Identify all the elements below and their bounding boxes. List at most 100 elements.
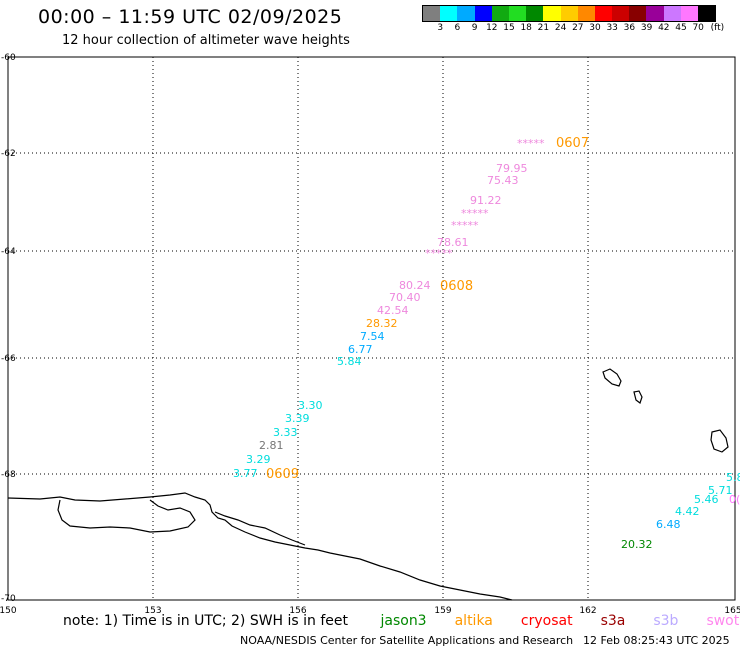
generation-timestamp: 12 Feb 08:25:43 UTC 2025: [583, 634, 730, 647]
coastal-bay: [214, 511, 306, 546]
wave-height-value: 3.30: [298, 399, 323, 412]
color-swatch: [663, 6, 681, 21]
wave-height-value: 3.77: [233, 467, 258, 480]
color-scale-unit: (ft): [710, 23, 725, 33]
lon-label: 150: [0, 606, 17, 616]
color-scale-label: 45: [675, 23, 687, 33]
longitude-labels: 150 153 156 159 162 165: [0, 606, 740, 616]
lon-label: 153: [144, 606, 161, 616]
wave-height-value: 5.84: [337, 355, 362, 368]
wave-height-value: 0(: [729, 493, 740, 506]
note-text: note: 1) Time is in UTC; 2) SWH is in fe…: [63, 613, 349, 629]
color-swatch: [423, 6, 441, 21]
wave-height-value: 91.22: [470, 194, 502, 207]
satellite-legend-item: s3a: [600, 613, 626, 629]
color-swatch: [560, 6, 578, 21]
wave-height-value: 79.95: [496, 162, 528, 175]
color-scale-label: 70: [692, 23, 704, 33]
color-scale-label: 36: [623, 23, 636, 33]
footnote: note: 1) Time is in UTC; 2) SWH is in fe…: [63, 613, 740, 629]
satellite-legend-item: jason3: [380, 613, 427, 629]
color-scale-label: 18: [520, 23, 532, 33]
wave-height-value: 4.42: [675, 505, 700, 518]
lat-label: -68: [1, 470, 16, 480]
color-scale-label: 42: [658, 23, 670, 33]
wave-height-value: 3.39: [285, 412, 310, 425]
color-scale-label: 9: [471, 23, 478, 33]
latitude-labels: -60 -62 -64 -66 -68 -70: [1, 53, 16, 604]
wave-height-color-scale: [422, 5, 717, 22]
wave-height-value: 78.61: [437, 236, 469, 249]
island-3: [710, 429, 729, 453]
wave-height-value: *****: [451, 219, 479, 232]
color-swatch: [440, 6, 458, 21]
color-swatch: [594, 6, 613, 21]
wave-height-value: 5.46: [694, 493, 719, 506]
color-swatch: [680, 6, 698, 21]
wave-height-value: 6.48: [656, 518, 681, 531]
lon-label: 165: [724, 606, 740, 616]
lat-label: -66: [1, 354, 16, 364]
color-scale-label: 21: [537, 23, 550, 33]
page-title: 00:00 – 11:59 UTC 02/09/2025: [38, 6, 343, 28]
color-scale-label: 15: [503, 23, 515, 33]
color-scale-label: 3: [437, 23, 444, 33]
lat-label: -62: [1, 149, 16, 159]
lat-label: -64: [1, 247, 16, 257]
track-time-label: 0609: [266, 467, 299, 482]
satellite-legend-item: cryosat: [520, 613, 573, 629]
antarctic-coastline: [7, 492, 513, 601]
satellite-legend: jason3 altika cryosat s3a s3b swot: [356, 613, 740, 629]
color-swatch: [646, 6, 664, 21]
lon-label: 156: [289, 606, 306, 616]
wave-height-value: *****: [461, 207, 489, 220]
coastal-peninsula: [57, 499, 196, 533]
track-time-labels: 0607 0608 0609: [266, 136, 589, 482]
wave-height-observations: ***** 79.95 75.43 91.22 ***** ***** 78.6…: [233, 137, 740, 551]
track-time-label: 0608: [440, 279, 473, 294]
map-frame: [7, 56, 736, 601]
credit-line: NOAA/NESDIS Center for Satellite Applica…: [240, 634, 574, 647]
wave-height-value: 75.43: [487, 174, 519, 187]
color-scale-label: 33: [606, 23, 618, 33]
island-1: [602, 368, 622, 387]
color-swatch: [629, 6, 647, 21]
wave-height-value: 80.24: [399, 279, 431, 292]
color-swatch: [612, 6, 630, 21]
longitude-gridlines: [152, 57, 589, 600]
color-swatch: [508, 6, 527, 21]
color-swatch: [526, 6, 544, 21]
island-2: [633, 390, 643, 404]
color-swatch: [543, 6, 561, 21]
latitude-gridlines: [8, 152, 735, 475]
color-scale-label: 30: [589, 23, 601, 33]
wave-height-value: 20.32: [621, 538, 653, 551]
satellite-legend-item: s3b: [653, 613, 679, 629]
wave-height-value: 3.33: [273, 426, 298, 439]
wave-height-value: 28.32: [366, 317, 398, 330]
wave-height-value: *****: [425, 247, 453, 260]
wave-height-value: 6.77: [348, 343, 373, 356]
lat-label: -60: [1, 53, 16, 63]
wave-height-value: 7.54: [360, 330, 385, 343]
color-scale-label: 6: [454, 23, 461, 33]
color-scale-label: 39: [640, 23, 653, 33]
wave-height-value: 42.54: [377, 304, 409, 317]
lon-label: 162: [579, 606, 596, 616]
color-scale-label: 27: [572, 23, 584, 33]
satellite-legend-item: swot: [706, 613, 740, 629]
wave-height-value: 3.29: [246, 453, 271, 466]
wave-height-value: 2.81: [259, 439, 284, 452]
color-swatch: [577, 6, 595, 21]
lon-label: 159: [434, 606, 451, 616]
wave-height-value: 5.71: [708, 484, 733, 497]
track-time-label: 0607: [556, 136, 589, 151]
color-scale-label: 12: [486, 23, 498, 33]
page-subtitle: 12 hour collection of altimeter wave hei…: [62, 33, 350, 48]
color-swatch: [457, 6, 475, 21]
wave-height-value: *****: [517, 137, 545, 150]
lat-label: -70: [1, 594, 16, 604]
color-swatch: [474, 6, 492, 21]
wave-height-value: 5.8: [726, 471, 740, 484]
